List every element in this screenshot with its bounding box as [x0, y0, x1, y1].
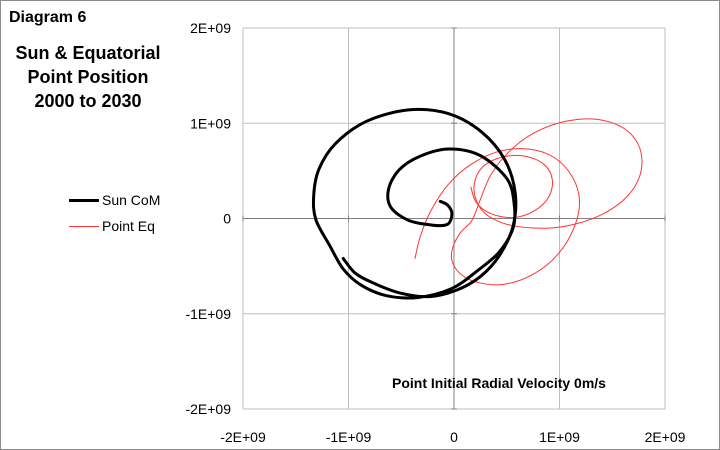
axes	[242, 27, 666, 410]
legend-item-sun: Sun CoM	[69, 187, 160, 213]
legend-label-point: Point Eq	[102, 218, 155, 234]
x-tick-label: 1E+09	[539, 429, 580, 445]
diagram-label: Diagram 6	[9, 9, 87, 26]
x-tick-label: 2E+09	[645, 429, 686, 445]
chart-title: Sun & Equatorial Point Position 2000 to …	[15, 43, 161, 111]
series-line-point-eq	[414, 118, 643, 286]
legend-swatch-sun	[69, 198, 99, 202]
legend-item-point: Point Eq	[69, 213, 160, 239]
y-tick-label: 1E+09	[190, 115, 231, 131]
legend-label-sun: Sun CoM	[102, 192, 161, 208]
y-tick-label: 2E+09	[190, 20, 231, 36]
x-tick-label: -2E+09	[220, 429, 266, 445]
series-lines	[311, 107, 643, 300]
legend: Sun CoM Point Eq	[69, 187, 160, 239]
legend-swatch-point	[69, 225, 99, 227]
y-tick-label: -2E+09	[185, 401, 231, 417]
x-tick-label: 0	[450, 429, 458, 445]
y-tick-label: 0	[223, 211, 231, 227]
chart-annotation: Point Initial Radial Velocity 0m/s	[392, 375, 606, 391]
tick-labels: -2E+09 -1E+09 0 1E+09 2E+09 -2E+09 -1E+09 0 1E+0…	[185, 20, 685, 445]
series-line-sun-com	[311, 107, 518, 300]
x-tick-label: -1E+09	[326, 429, 372, 445]
y-tick-label: -1E+09	[185, 306, 231, 322]
